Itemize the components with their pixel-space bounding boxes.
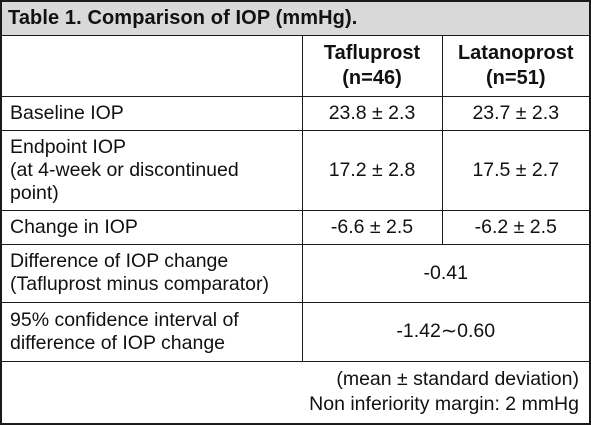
- header-latanoprost-name: Latanoprost: [457, 41, 574, 64]
- row-label-ci-line2: difference of IOP change: [10, 331, 226, 354]
- row-label-ci-line1: 95% confidence interval of: [10, 308, 239, 331]
- header-tafluprost: Tafluprost (n=46): [301, 36, 443, 97]
- table-row-endpoint: Endpoint IOP (at 4-week or discontinued …: [2, 129, 589, 211]
- row-label-endpoint-line2: (at 4-week or discontinued: [10, 158, 239, 181]
- row-label-change: Change in IOP: [2, 209, 303, 245]
- row-label-difference: Difference of IOP change (Tafluprost min…: [2, 243, 303, 303]
- cell-change-latanoprost: -6.2 ± 2.5: [441, 209, 589, 245]
- row-label-baseline: Baseline IOP: [2, 95, 303, 131]
- cell-difference-value: -0.41: [301, 243, 589, 303]
- row-label-difference-line1: Difference of IOP change: [10, 250, 229, 272]
- row-label-endpoint: Endpoint IOP (at 4-week or discontinued …: [2, 129, 303, 211]
- header-tafluprost-n: (n=46): [342, 66, 402, 89]
- header-latanoprost: Latanoprost (n=51): [441, 36, 589, 97]
- header-row: Tafluprost (n=46) Latanoprost (n=51): [2, 36, 589, 97]
- header-latanoprost-n: (n=51): [486, 66, 546, 89]
- footnote-margin: Non inferiority margin: 2 mmHg: [309, 392, 579, 415]
- table-footer-row: (mean ± standard deviation) Non inferior…: [2, 360, 589, 422]
- iop-comparison-table: Tafluprost (n=46) Latanoprost (n=51) Bas…: [2, 36, 589, 422]
- table-row-change: Change in IOP -6.6 ± 2.5 -6.2 ± 2.5: [2, 209, 589, 245]
- header-tafluprost-name: Tafluprost: [323, 41, 421, 64]
- cell-change-tafluprost: -6.6 ± 2.5: [301, 209, 443, 245]
- cell-baseline-latanoprost: 23.7 ± 2.3: [441, 95, 589, 131]
- table-title: Table 1. Comparison of IOP (mmHg).: [2, 2, 589, 36]
- footnote-mean-sd: (mean ± standard deviation): [336, 367, 579, 390]
- row-label-difference-line2: (Tafluprost minus comparator): [10, 273, 270, 295]
- table-row-ci: 95% confidence interval of difference of…: [2, 301, 589, 362]
- table-footnote: (mean ± standard deviation) Non inferior…: [2, 360, 589, 422]
- cell-endpoint-tafluprost: 17.2 ± 2.8: [301, 129, 443, 211]
- table-row-baseline: Baseline IOP 23.8 ± 2.3 23.7 ± 2.3: [2, 95, 589, 131]
- table-row-difference: Difference of IOP change (Tafluprost min…: [2, 243, 589, 303]
- row-label-ci: 95% confidence interval of difference of…: [2, 301, 303, 362]
- header-empty-cell: [2, 36, 303, 97]
- cell-ci-value: -1.42∼0.60: [301, 301, 589, 362]
- row-label-endpoint-line3: point): [10, 181, 59, 204]
- cell-endpoint-latanoprost: 17.5 ± 2.7: [441, 129, 589, 211]
- row-label-endpoint-line1: Endpoint IOP: [10, 135, 126, 158]
- cell-baseline-tafluprost: 23.8 ± 2.3: [301, 95, 443, 131]
